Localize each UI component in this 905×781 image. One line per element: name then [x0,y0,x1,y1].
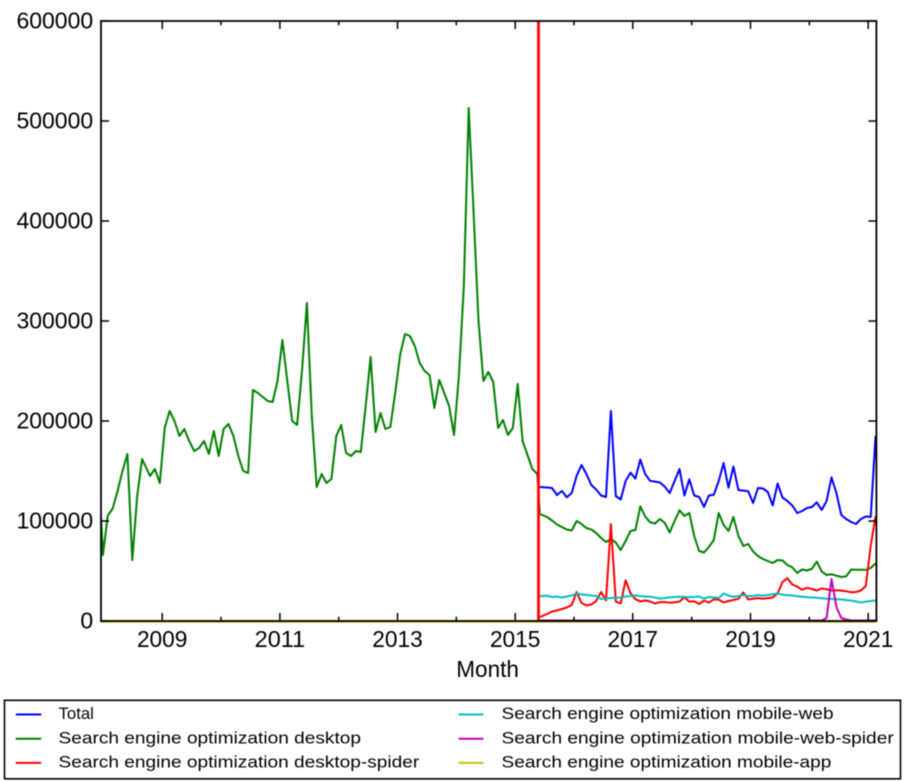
svg-text:2009: 2009 [137,626,188,652]
svg-text:2021: 2021 [843,626,894,652]
svg-text:600000: 600000 [16,8,93,34]
svg-text:2017: 2017 [608,626,659,652]
svg-text:500000: 500000 [16,108,93,134]
svg-text:100000: 100000 [16,508,93,534]
svg-text:400000: 400000 [16,208,93,234]
svg-text:0: 0 [80,608,93,634]
svg-text:Total: Total [59,704,94,723]
svg-text:2013: 2013 [372,626,423,652]
svg-text:200000: 200000 [16,408,93,434]
svg-text:Search engine optimization mob: Search engine optimization mobile-web [502,704,834,723]
svg-text:2015: 2015 [490,626,541,652]
svg-text:300000: 300000 [16,308,93,334]
svg-text:2011: 2011 [255,626,306,652]
svg-text:Search engine optimization mob: Search engine optimization mobile-app [502,753,832,772]
svg-text:Month: Month [456,656,519,682]
svg-text:Search engine optimization des: Search engine optimization desktop [59,728,362,747]
svg-text:2019: 2019 [725,626,776,652]
svg-text:Search engine optimization des: Search engine optimization desktop-spide… [59,753,420,772]
svg-text:Search engine optimization mob: Search engine optimization mobile-web-sp… [502,728,895,747]
